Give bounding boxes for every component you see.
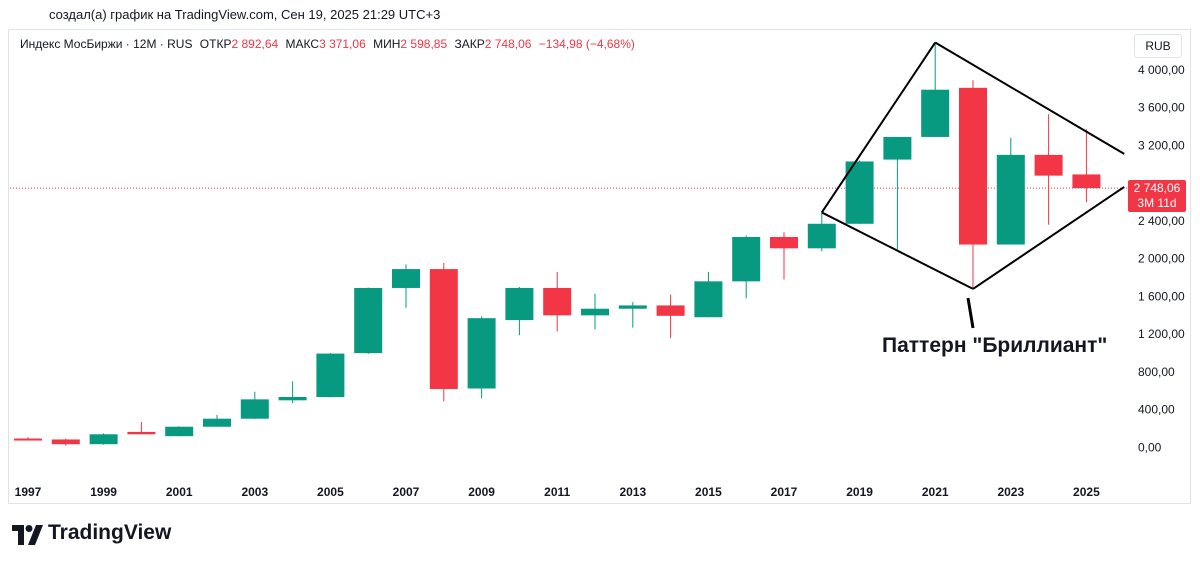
diamond-pattern-line	[934, 41, 1125, 155]
candle-body	[505, 287, 534, 321]
y-tick-label: 0,00	[1138, 441, 1162, 455]
legend-close-label: ЗАКР	[454, 37, 485, 51]
candle-body	[807, 223, 836, 249]
legend-close-value: 2 748,06	[484, 37, 532, 51]
currency-button[interactable]: RUB	[1134, 34, 1182, 58]
x-tick-label: 2013	[619, 485, 646, 499]
x-tick-label: 2007	[393, 485, 420, 499]
candle-body	[240, 399, 269, 419]
y-tick-label: 4 000,00	[1138, 63, 1185, 77]
x-tick-label: 2025	[1073, 485, 1100, 499]
candle-body	[770, 236, 798, 249]
legend-low-label: МИН	[373, 37, 401, 51]
candle-body	[1072, 174, 1101, 189]
tradingview-logo-icon	[12, 525, 43, 545]
last-price-value: 2 748,06	[1133, 181, 1181, 195]
legend-high-value: 3 371,06	[319, 37, 366, 51]
x-tick-label: 2021	[922, 485, 949, 499]
y-tick-label: 1 200,00	[1138, 327, 1185, 341]
y-tick-label: 1 600,00	[1138, 289, 1185, 303]
bar-countdown: 3M 11d	[1137, 196, 1177, 210]
y-tick-label: 3 200,00	[1138, 138, 1185, 152]
candle-body	[694, 281, 723, 318]
y-tick-label: 2 000,00	[1138, 252, 1185, 266]
x-tick-label: 1999	[90, 485, 117, 499]
candle-body	[656, 305, 685, 316]
legend-high-label: МАКС	[285, 37, 320, 51]
candle-body	[51, 439, 80, 445]
chart-frame	[8, 29, 1191, 504]
y-tick-label: 400,00	[1138, 403, 1175, 417]
diamond-pattern-line	[821, 211, 974, 290]
x-tick-label: 2011	[544, 485, 570, 499]
candle-body	[14, 438, 42, 441]
candle-body	[278, 396, 307, 401]
y-tick-label: 2 400,00	[1138, 214, 1185, 228]
candle-body	[165, 426, 194, 437]
x-tick-label: 2019	[846, 485, 873, 499]
candle-body	[883, 136, 912, 160]
x-tick-label: 2001	[166, 485, 193, 499]
x-tick-label: 2015	[695, 485, 722, 499]
candle-body	[845, 161, 874, 224]
candle-body	[429, 269, 458, 389]
candle-body	[392, 269, 420, 288]
tradingview-logo-text: TradingView	[48, 521, 172, 544]
candle-body	[581, 308, 609, 316]
candle-body	[543, 287, 572, 316]
last-price-tag: 2 748,06 3M 11d	[1128, 180, 1186, 212]
x-tick-label: 2003	[241, 485, 268, 499]
candle-body	[203, 418, 231, 427]
candle-body	[959, 87, 987, 245]
legend-open-value: 2 892,64	[231, 37, 279, 51]
candle-body	[996, 154, 1025, 245]
candle-body	[467, 318, 496, 389]
candle-body	[354, 287, 383, 354]
candle-body	[1034, 154, 1063, 176]
diamond-pattern-line	[972, 186, 1125, 290]
ohlc-legend: Индекс МосБиржи · 12M · RUS ОТКР2 892,64…	[20, 37, 635, 51]
diamond-pattern-line	[820, 41, 937, 213]
pattern-annotation: Паттерн "Бриллиант"	[882, 334, 1108, 357]
candle-body	[618, 305, 647, 309]
y-tick-label: 800,00	[1138, 365, 1175, 379]
x-tick-label: 1997	[15, 485, 42, 499]
candle-body	[732, 236, 761, 282]
legend-low-value: 2 598,85	[400, 37, 448, 51]
x-tick-label: 2023	[997, 485, 1024, 499]
x-tick-label: 2017	[771, 485, 798, 499]
legend-change-value: −134,98 (−4,68%)	[538, 37, 635, 51]
y-tick-label: 3 600,00	[1138, 101, 1185, 115]
annotation-pointer	[966, 297, 975, 329]
x-tick-label: 2009	[468, 485, 495, 499]
candle-body	[921, 89, 950, 137]
x-tick-label: 2005	[317, 485, 344, 499]
legend-symbol: Индекс МосБиржи · 12M · RUS	[20, 37, 193, 51]
candle-body	[127, 431, 156, 435]
legend-open-label: ОТКР	[199, 37, 232, 51]
chart-credit: создал(а) график на TradingView.com, Сен…	[49, 7, 441, 22]
candle-body	[316, 353, 345, 397]
candle-body	[89, 434, 118, 445]
